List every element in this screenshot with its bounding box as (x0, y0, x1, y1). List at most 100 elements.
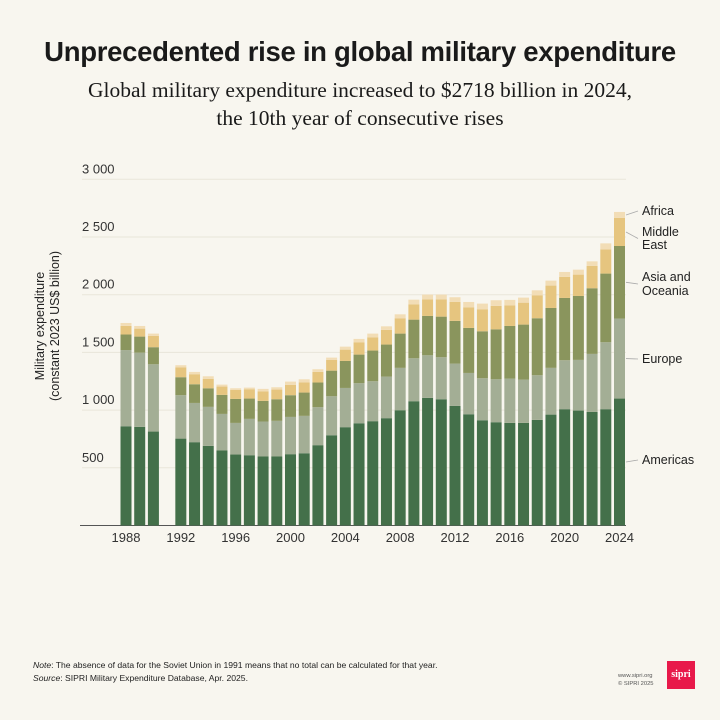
x-tick-label: 2020 (550, 530, 579, 545)
y-axis-title-line-1: Military expenditure (33, 272, 47, 380)
bar-segment-africa (312, 369, 324, 372)
bar-segment-africa (449, 297, 461, 302)
bar-segment-americas (285, 454, 296, 526)
bar-segment-americas (545, 414, 557, 526)
bar-segment-americas (586, 411, 598, 526)
bar-segment-middle-east (518, 302, 530, 325)
website-link[interactable]: www.sipri.org (618, 673, 653, 679)
bar-segment-europe (353, 383, 365, 424)
bar-segment-africa (134, 325, 146, 329)
bar-segment-asia-and-oceania (339, 360, 351, 388)
bar-segment-americas (476, 420, 488, 526)
bar-segment-middle-east (476, 309, 488, 332)
bar-segment-middle-east (394, 318, 406, 334)
bar-segment-europe (559, 360, 571, 410)
bar-segment-europe (134, 352, 146, 427)
bar-segment-africa (243, 387, 255, 390)
bar-segment-americas (394, 410, 406, 526)
bar-segment-africa (545, 280, 557, 286)
bar-segment-middle-east (504, 305, 516, 326)
bar-segment-americas (230, 454, 242, 526)
bar-segment-europe (435, 357, 447, 400)
bar-segment-middle-east (435, 299, 447, 317)
subtitle-line-1: Global military expenditure increased to… (88, 78, 632, 102)
bar-segment-africa (271, 387, 283, 390)
copyright: © SIPRI 2025 (618, 681, 654, 687)
legend-label-africa: Africa (642, 204, 674, 218)
bar-segment-americas (531, 419, 543, 526)
bar-segment-africa (408, 299, 420, 305)
bar-segment-middle-east (189, 374, 201, 385)
bar-segment-americas (504, 422, 516, 526)
y-axis-title-line-2: (constant 2023 US$ billion) (48, 251, 62, 401)
bar-segment-europe (600, 342, 612, 410)
bar-segment-europe (175, 395, 187, 439)
bar-segment-middle-east (380, 329, 392, 345)
bar-segment-asia-and-oceania (559, 297, 571, 361)
bar-segment-middle-east (545, 285, 557, 308)
bar-segment-middle-east (243, 389, 255, 399)
source-line: Source: SIPRI Military Expenditure Datab… (33, 672, 438, 685)
bar-segment-europe (545, 367, 557, 415)
bar-segment-middle-east (216, 386, 228, 395)
bar-segment-asia-and-oceania (175, 377, 187, 396)
bar-segment-asia-and-oceania (380, 344, 392, 377)
bar-segment-asia-and-oceania (614, 246, 625, 319)
bar-segment-europe (271, 420, 283, 457)
bar-segment-asia-and-oceania (531, 318, 543, 376)
bar-segment-middle-east (326, 359, 338, 371)
bar-segment-africa (586, 261, 598, 266)
bar-segment-africa (257, 388, 269, 392)
bar-segment-americas (449, 405, 461, 526)
bar-segment-europe (504, 378, 516, 423)
bar-segment-middle-east (120, 325, 132, 335)
source-text: : SIPRI Military Expenditure Database, A… (60, 672, 248, 683)
bar-segment-europe (120, 350, 132, 427)
bar-segment-middle-east (463, 307, 475, 328)
chart-subtitle: Global military expenditure increased to… (0, 76, 720, 132)
bar-segment-africa (230, 388, 242, 390)
bar-segment-europe (531, 375, 543, 420)
bar-segment-americas (367, 421, 379, 526)
bar-segment-americas (189, 442, 201, 526)
bar-segment-africa (285, 381, 296, 385)
bar-segment-asia-and-oceania (298, 392, 310, 416)
bar-segment-americas (353, 423, 365, 526)
bar-segment-asia-and-oceania (189, 384, 201, 403)
bar-segment-middle-east (367, 337, 379, 351)
legend-leader-line (625, 231, 639, 239)
bar-segment-middle-east (134, 328, 146, 337)
subtitle-line-2: the 10th year of consecutive rises (216, 106, 504, 130)
bar-segment-asia-and-oceania (586, 288, 598, 354)
bar-segment-africa (147, 333, 159, 336)
x-tick-label: 1996 (221, 530, 250, 545)
bar-segment-americas (202, 445, 214, 526)
bar-segment-americas (435, 399, 447, 526)
bar-segment-asia-and-oceania (518, 324, 530, 380)
bar-segment-asia-and-oceania (572, 295, 584, 360)
y-tick-label: 500 (82, 450, 104, 465)
chart-title: Unprecedented rise in global military ex… (44, 36, 676, 67)
bar-segment-europe (189, 402, 201, 443)
bar-segment-africa (353, 338, 365, 343)
bar-segment-europe (476, 378, 488, 421)
bar-segment-africa (531, 290, 543, 296)
y-tick-label: 2 000 (82, 277, 115, 292)
bar-segment-asia-and-oceania (408, 319, 420, 359)
footnote: Note: The absence of data for the Soviet… (33, 659, 438, 684)
bar-segment-americas (600, 409, 612, 526)
bar-segment-europe (572, 359, 584, 411)
bar-segment-africa (614, 211, 625, 218)
y-tick-label: 1 500 (82, 334, 115, 349)
bar-segment-africa (380, 326, 392, 330)
bar-segment-africa (175, 365, 187, 368)
x-tick-label: 1988 (112, 530, 141, 545)
bar-segment-asia-and-oceania (312, 382, 324, 408)
bar-segment-middle-east (339, 349, 351, 361)
bar-segment-middle-east (490, 305, 502, 330)
bar-segment-middle-east (449, 301, 461, 321)
bar-segment-europe (202, 406, 214, 446)
bar-segment-europe (326, 396, 338, 436)
note-text: : The absence of data for the Soviet Uni… (51, 660, 438, 670)
